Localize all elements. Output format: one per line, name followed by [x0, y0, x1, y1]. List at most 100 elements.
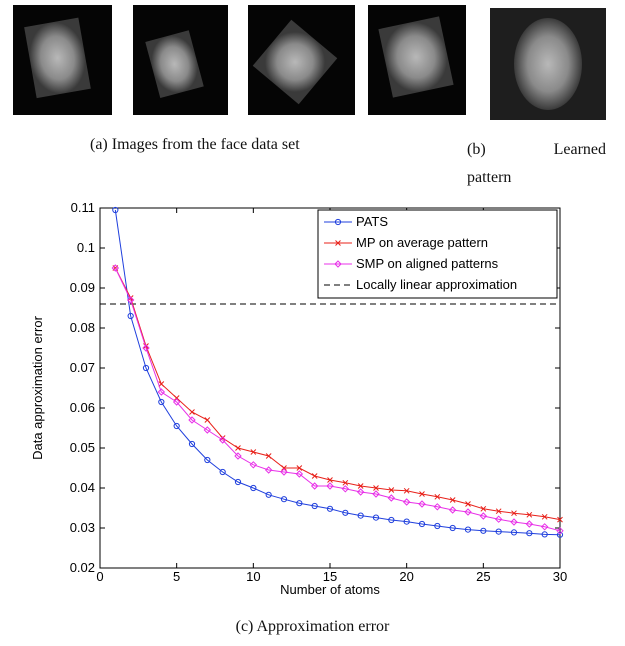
point [126, 296, 135, 304]
point [295, 470, 304, 478]
x-tick-label: 10 [246, 569, 260, 584]
point [372, 490, 380, 498]
point [203, 426, 212, 434]
face [145, 30, 204, 98]
point [218, 436, 227, 444]
point [204, 417, 211, 423]
point [495, 508, 502, 515]
point [172, 398, 181, 406]
point [357, 512, 364, 519]
point [449, 524, 456, 532]
point [357, 483, 364, 489]
point [403, 487, 410, 494]
point [511, 510, 517, 517]
point [356, 488, 365, 496]
x-tick-label: 30 [553, 569, 567, 584]
point [388, 516, 395, 524]
face [514, 18, 582, 110]
point [142, 364, 150, 372]
face [24, 17, 91, 99]
point [326, 482, 334, 490]
point [311, 502, 318, 510]
face-images [13, 5, 606, 120]
point [310, 482, 319, 490]
point [448, 506, 457, 514]
point [265, 453, 272, 459]
point [234, 452, 242, 460]
point [219, 468, 226, 476]
point [449, 497, 456, 503]
y-tick-label: 0.02 [70, 560, 95, 575]
y-tick-label: 0.03 [70, 520, 95, 535]
point [334, 260, 342, 268]
legend-label: MP on average pattern [356, 235, 488, 250]
y-axis-label: Data approximation error [30, 315, 45, 459]
point [342, 479, 349, 486]
point [334, 218, 342, 226]
y-tick-label: 0.08 [70, 320, 95, 335]
point [204, 456, 211, 464]
legend-label: PATS [356, 214, 388, 229]
y-tick-label: 0.1 [77, 240, 95, 255]
x-tick-label: 5 [173, 569, 180, 584]
point [157, 388, 166, 396]
point [112, 206, 119, 214]
point [387, 494, 396, 502]
point [142, 344, 150, 352]
point [510, 518, 518, 526]
point [342, 509, 349, 516]
point [479, 512, 488, 520]
point [526, 530, 533, 537]
point [127, 312, 134, 320]
x-tick-label: 25 [476, 569, 490, 584]
caption-b: (b) Learned pattern [467, 141, 606, 186]
point [541, 513, 548, 520]
point [341, 485, 350, 493]
point [402, 498, 411, 506]
point [418, 520, 426, 528]
point [235, 445, 241, 451]
point [541, 531, 548, 538]
point [188, 416, 196, 424]
legend-label: Locally linear approximation [356, 277, 517, 292]
point [173, 422, 180, 430]
point [173, 395, 180, 401]
point [281, 465, 287, 471]
legend-box [317, 209, 558, 299]
point [296, 500, 303, 507]
point [158, 381, 165, 387]
point [419, 491, 425, 497]
legend-label: SMP on aligned patterns [356, 256, 499, 271]
point [249, 461, 258, 469]
point [280, 468, 288, 476]
point [495, 528, 502, 535]
chart: 0 5 10 15 20 25 30 0.02 0.03 0.04 0.05 0.06 0.07 0.08… [30, 200, 567, 597]
point [189, 409, 195, 415]
face [252, 19, 338, 105]
y-tick-label: 0.06 [70, 400, 95, 415]
point [540, 523, 549, 531]
point [464, 508, 472, 516]
point [556, 527, 564, 535]
legend: PATS MP on average pattern SMP on aligned … [317, 209, 558, 299]
point [480, 527, 487, 534]
point [280, 496, 288, 503]
point [188, 440, 196, 448]
point [264, 466, 273, 474]
point [526, 511, 533, 518]
point [250, 484, 257, 492]
point [494, 515, 503, 523]
point [296, 465, 303, 471]
point [234, 478, 242, 486]
point [250, 449, 257, 455]
point [373, 485, 379, 491]
face [378, 16, 454, 98]
point [327, 477, 333, 483]
point [111, 264, 120, 272]
y-tick-label: 0.05 [70, 440, 95, 455]
point [525, 520, 534, 528]
point [403, 518, 410, 525]
point [265, 491, 272, 498]
